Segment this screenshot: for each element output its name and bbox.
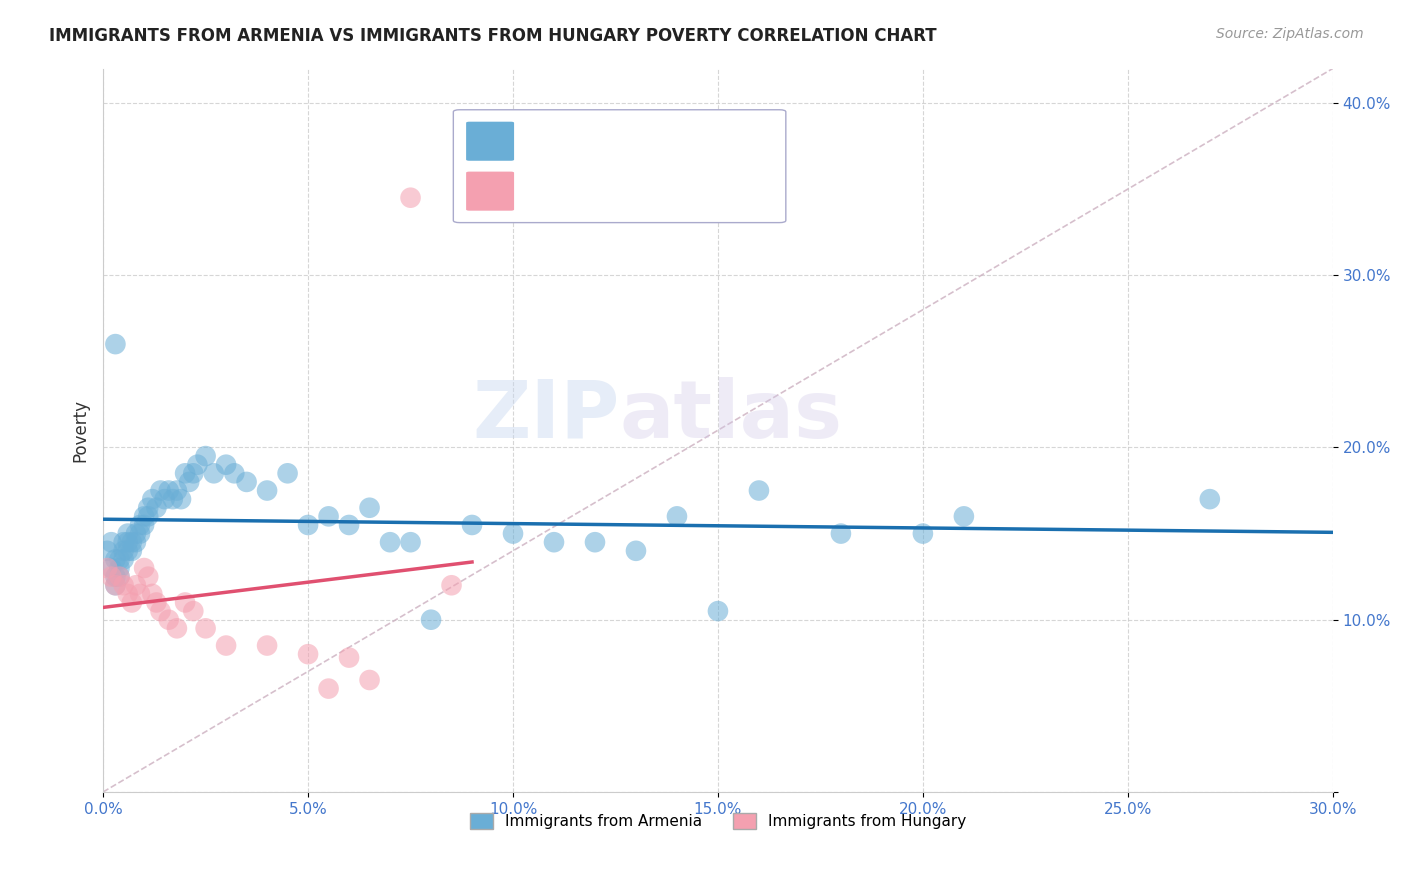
Point: [911, 526, 934, 541]
Point: [170, 492, 193, 507]
Point: [125, 526, 148, 541]
Point: [194, 621, 217, 635]
Point: [186, 458, 208, 472]
Point: [117, 535, 139, 549]
Point: [624, 544, 647, 558]
Point: [121, 535, 143, 549]
Point: [117, 526, 139, 541]
Text: IMMIGRANTS FROM ARMENIA VS IMMIGRANTS FROM HUNGARY POVERTY CORRELATION CHART: IMMIGRANTS FROM ARMENIA VS IMMIGRANTS FR…: [49, 27, 936, 45]
Point: [337, 650, 360, 665]
Point: [181, 467, 204, 481]
Point: [162, 492, 184, 507]
Point: [117, 544, 139, 558]
Point: [108, 552, 131, 566]
Point: [134, 518, 156, 533]
Point: [543, 535, 565, 549]
Point: [136, 569, 159, 583]
Point: [953, 509, 976, 524]
Point: [215, 458, 238, 472]
Point: [104, 578, 127, 592]
Point: [112, 535, 135, 549]
Point: [112, 544, 135, 558]
Point: [134, 509, 156, 524]
Point: [502, 526, 524, 541]
Point: [583, 535, 606, 549]
Point: [181, 604, 204, 618]
Point: [297, 518, 319, 533]
Point: [297, 647, 319, 661]
Point: [399, 191, 422, 205]
Point: [100, 561, 122, 575]
Point: [136, 509, 159, 524]
Point: [359, 673, 381, 687]
Point: [748, 483, 770, 498]
Point: [108, 561, 131, 575]
Point: [157, 483, 180, 498]
Point: [96, 561, 118, 575]
Point: [378, 535, 401, 549]
Point: [125, 578, 148, 592]
Point: [129, 587, 152, 601]
Y-axis label: Poverty: Poverty: [72, 399, 89, 462]
Point: [108, 569, 131, 583]
Text: atlas: atlas: [620, 376, 842, 455]
Point: [104, 569, 127, 583]
Point: [149, 604, 172, 618]
Point: [461, 518, 484, 533]
Legend: Immigrants from Armenia, Immigrants from Hungary: Immigrants from Armenia, Immigrants from…: [464, 806, 972, 835]
Point: [318, 681, 340, 696]
Point: [129, 518, 152, 533]
Point: [707, 604, 730, 618]
Point: [129, 526, 152, 541]
Point: [420, 613, 443, 627]
Point: [141, 492, 163, 507]
Point: [136, 500, 159, 515]
Point: [125, 535, 148, 549]
Point: [202, 467, 225, 481]
Point: [337, 518, 360, 533]
Point: [121, 595, 143, 609]
Point: [141, 587, 163, 601]
Point: [440, 578, 463, 592]
Point: [153, 492, 176, 507]
Point: [215, 639, 238, 653]
Point: [100, 535, 122, 549]
Point: [318, 509, 340, 524]
Point: [157, 613, 180, 627]
Point: [1198, 492, 1220, 507]
Point: [235, 475, 257, 489]
Point: [830, 526, 852, 541]
Point: [256, 639, 278, 653]
Point: [224, 467, 246, 481]
Point: [166, 621, 188, 635]
Point: [104, 337, 127, 351]
Point: [194, 449, 217, 463]
Point: [179, 475, 201, 489]
Point: [108, 569, 131, 583]
Point: [665, 509, 688, 524]
Point: [145, 595, 167, 609]
Point: [117, 587, 139, 601]
Point: [100, 569, 122, 583]
Point: [134, 561, 156, 575]
Point: [359, 500, 381, 515]
Text: Source: ZipAtlas.com: Source: ZipAtlas.com: [1216, 27, 1364, 41]
Point: [256, 483, 278, 498]
Point: [277, 467, 299, 481]
Point: [149, 483, 172, 498]
Point: [166, 483, 188, 498]
Point: [112, 552, 135, 566]
Point: [104, 552, 127, 566]
Point: [121, 544, 143, 558]
Point: [104, 578, 127, 592]
Point: [112, 578, 135, 592]
Point: [174, 467, 197, 481]
Text: ZIP: ZIP: [472, 376, 620, 455]
Point: [145, 500, 167, 515]
Point: [174, 595, 197, 609]
Point: [399, 535, 422, 549]
Point: [96, 544, 118, 558]
